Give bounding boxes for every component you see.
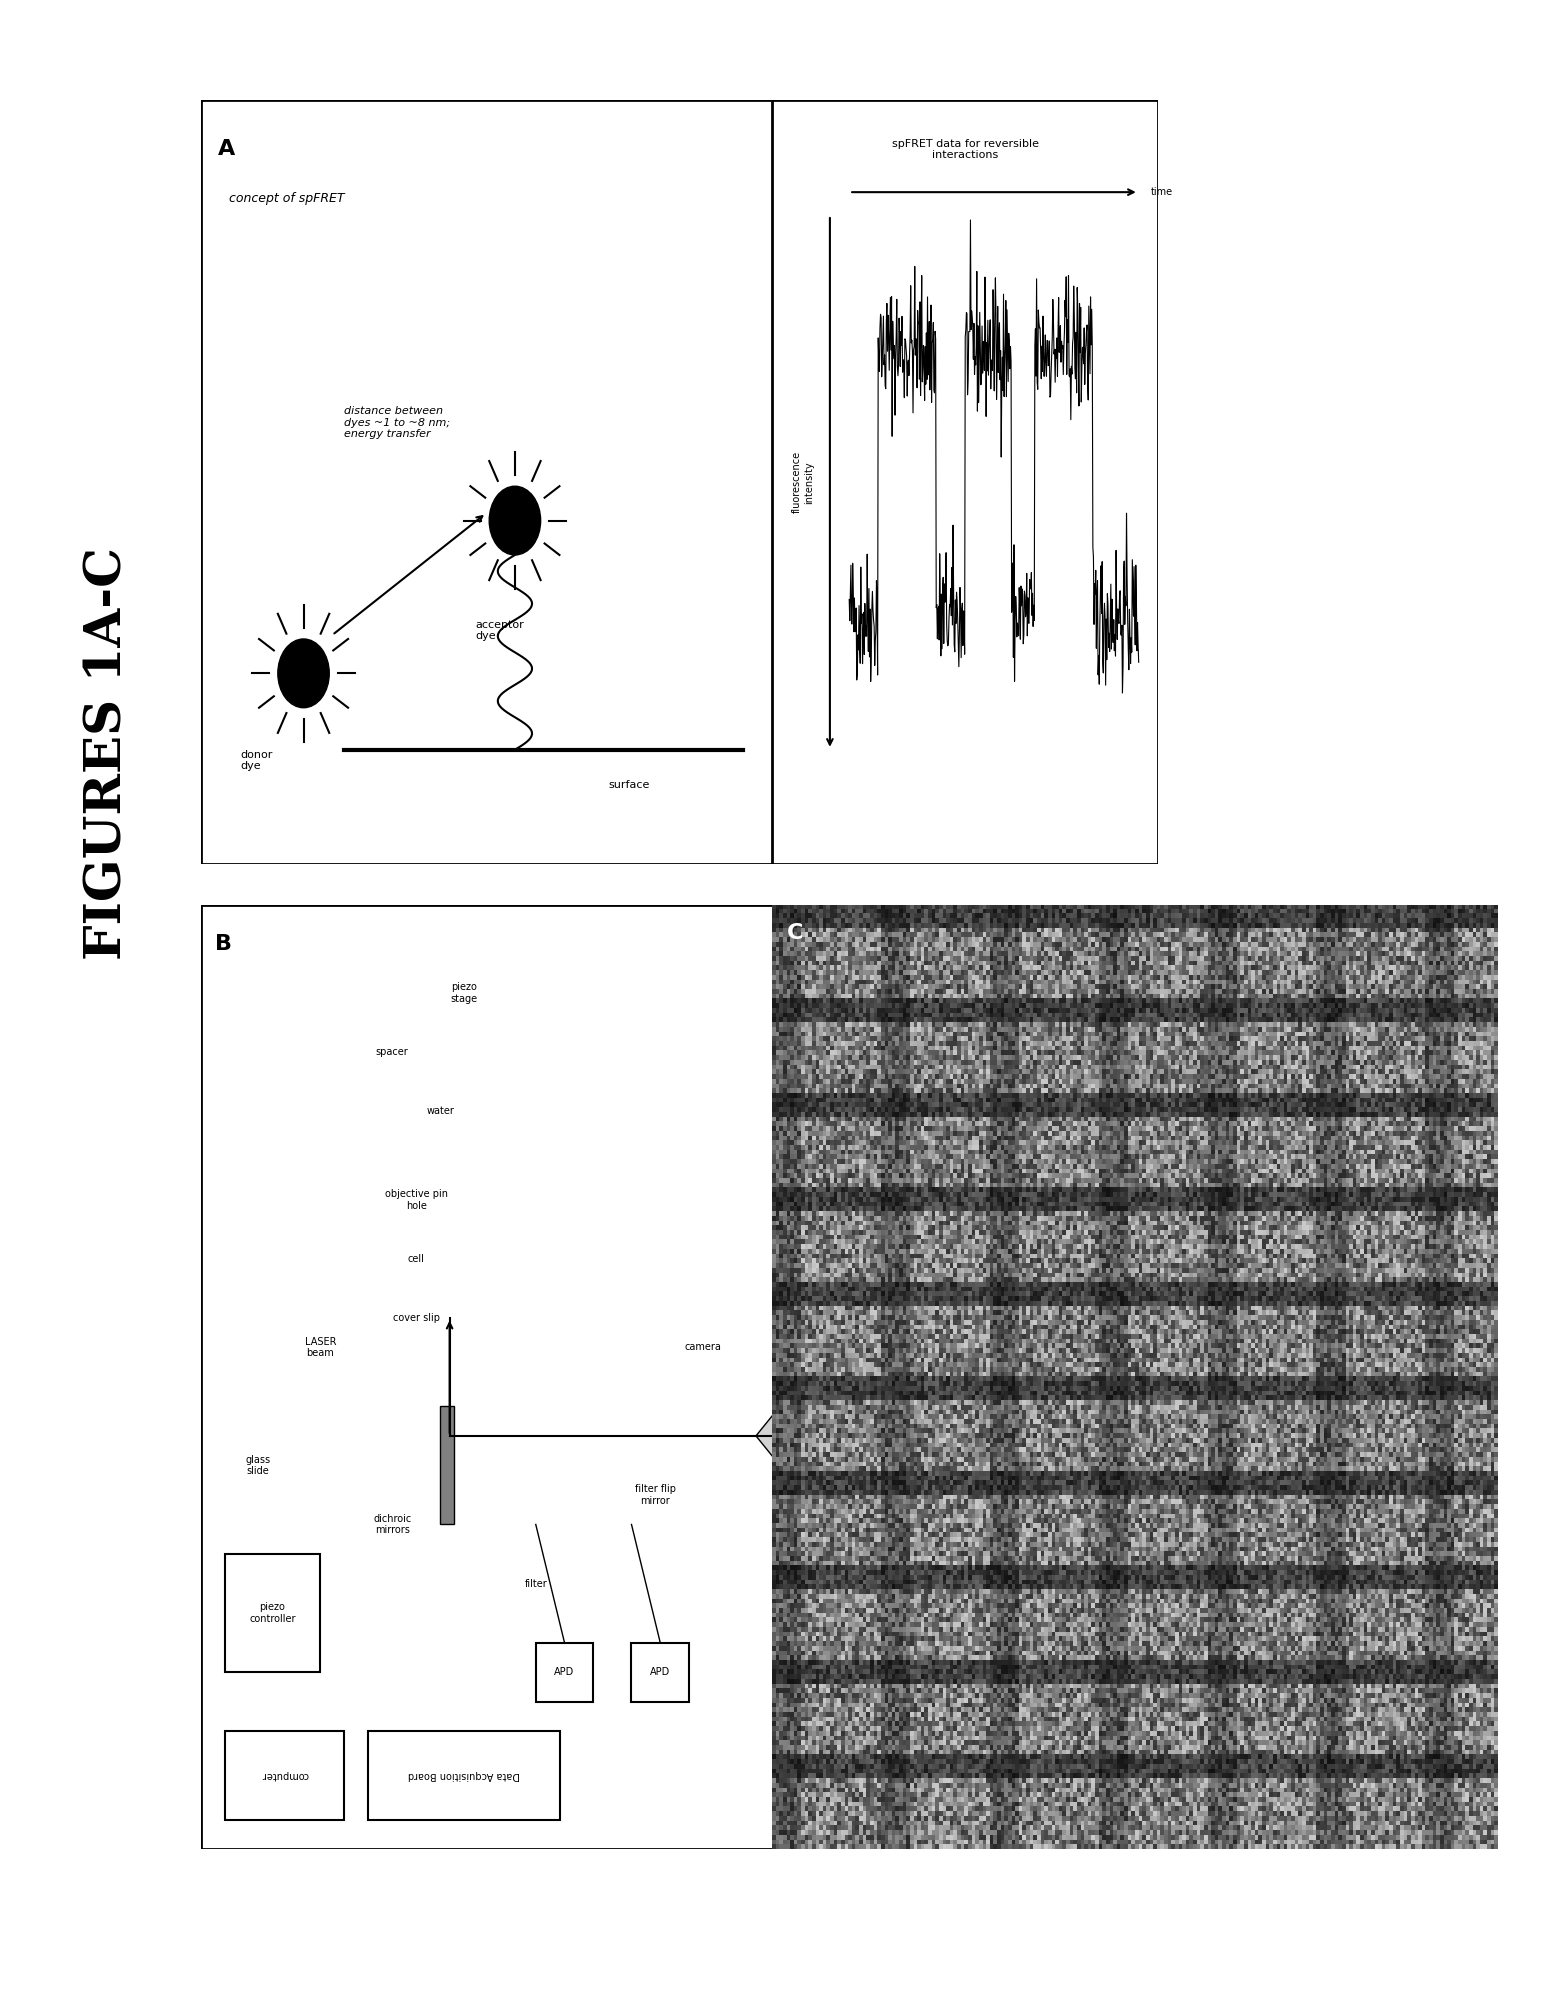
Bar — [848, 1023, 896, 1051]
Text: APD: APD — [650, 1666, 670, 1676]
Text: collimator
and
beam
shaping: collimator and beam shaping — [871, 1206, 919, 1252]
Text: cover slip: cover slip — [392, 1313, 440, 1323]
Text: computer: computer — [261, 1771, 309, 1781]
Text: Data Acquisition Board: Data Acquisition Board — [408, 1771, 520, 1781]
Text: LASER
beam: LASER beam — [304, 1337, 337, 1359]
Bar — [631, 1642, 689, 1702]
Text: glass
slide: glass slide — [245, 1455, 270, 1475]
Bar — [804, 1118, 841, 1164]
Text: A: A — [218, 139, 235, 159]
Bar — [225, 1554, 321, 1672]
Circle shape — [489, 486, 540, 555]
Polygon shape — [757, 1413, 794, 1459]
Circle shape — [278, 639, 329, 708]
Text: C: C — [786, 923, 803, 943]
Bar — [369, 1731, 560, 1819]
Text: APD: APD — [554, 1666, 574, 1676]
Text: filter: filter — [525, 1578, 547, 1588]
Text: concept of spFRET: concept of spFRET — [229, 193, 344, 205]
Text: objective pin
hole: objective pin hole — [384, 1190, 448, 1210]
Text: piezo
controller: piezo controller — [249, 1602, 296, 1624]
Text: FIGURES 1A-C: FIGURES 1A-C — [83, 547, 133, 961]
Bar — [536, 1642, 593, 1702]
Text: spFRET data for reversible
interactions: spFRET data for reversible interactions — [891, 139, 1039, 161]
Text: spacer: spacer — [375, 1047, 409, 1057]
Text: cell: cell — [408, 1254, 425, 1264]
Text: donor
dye: donor dye — [241, 750, 273, 772]
Text: fluorescence
intensity: fluorescence intensity — [792, 452, 814, 513]
Text: acceptor
dye: acceptor dye — [476, 619, 523, 641]
Text: distance between
dyes ~1 to ~8 nm;
energy transfer: distance between dyes ~1 to ~8 nm; energ… — [343, 406, 449, 440]
Text: water: water — [426, 1106, 454, 1116]
Text: filter flip
mirror: filter flip mirror — [635, 1483, 676, 1505]
Text: piezo
stage: piezo stage — [451, 983, 477, 1003]
Text: dichroic
mirrors: dichroic mirrors — [374, 1514, 411, 1536]
Text: surface: surface — [608, 780, 650, 790]
Bar — [440, 1407, 454, 1524]
Text: B: B — [215, 935, 232, 955]
Bar — [225, 1731, 344, 1819]
Text: LASER: LASER — [849, 957, 892, 971]
Text: camera: camera — [686, 1343, 721, 1353]
Text: single
mode
fiber
optic: single mode fiber optic — [928, 1059, 957, 1103]
Text: time: time — [1150, 187, 1172, 197]
